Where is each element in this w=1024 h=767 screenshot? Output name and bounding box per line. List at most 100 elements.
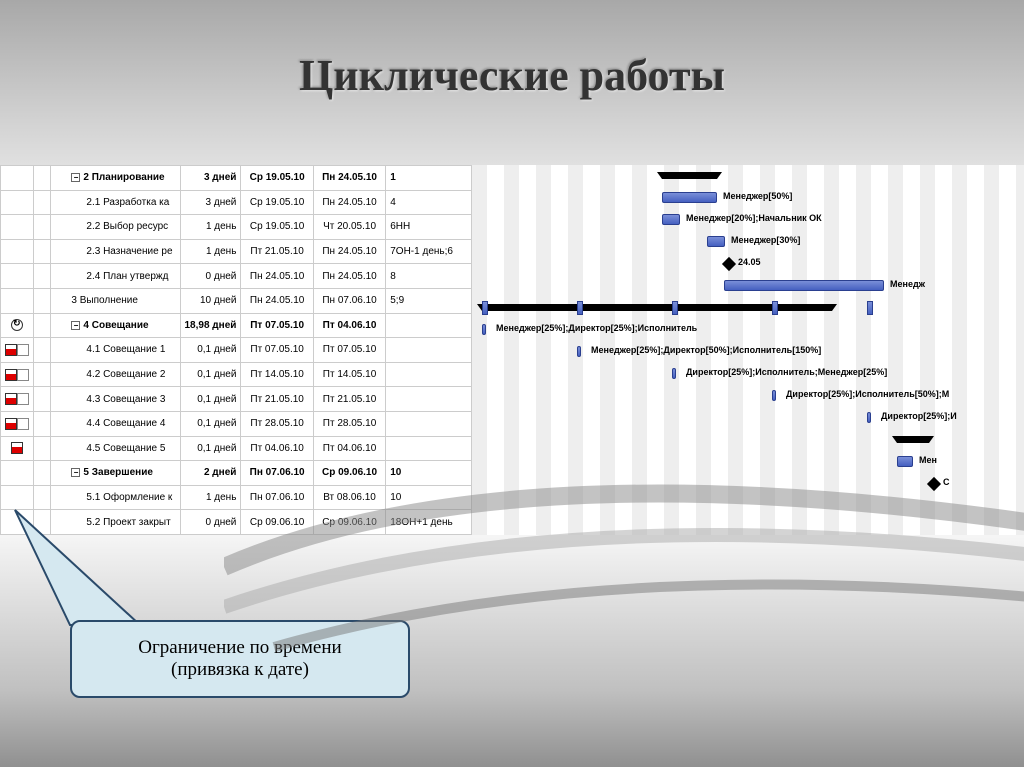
note-icon	[17, 369, 29, 381]
rolled-task-marker	[672, 301, 678, 315]
predecessor-cell[interactable]: 6НН	[386, 215, 472, 240]
task-name[interactable]: −5 Завершение	[51, 461, 180, 486]
task-name[interactable]: 2.2 Выбор ресурс	[51, 215, 180, 240]
predecessor-cell[interactable]	[386, 313, 472, 338]
rolled-task-marker	[577, 301, 583, 315]
task-name[interactable]: 4.1 Совещание 1	[51, 338, 180, 363]
summary-bar[interactable]	[662, 172, 717, 179]
bar-label: 24.05	[738, 257, 761, 267]
end-cell[interactable]: Пн 24.05.10	[313, 190, 385, 215]
decorative-curves	[224, 387, 1024, 687]
milestone-marker[interactable]	[722, 257, 736, 271]
summary-bar[interactable]	[482, 304, 832, 311]
task-bar[interactable]	[662, 192, 717, 203]
calendar-icon	[5, 418, 17, 430]
rolled-task-marker	[772, 301, 778, 315]
task-bar[interactable]	[577, 346, 581, 357]
predecessor-cell[interactable]: 7ОН-1 день;6	[386, 239, 472, 264]
gantt-row	[472, 165, 1024, 187]
duration-cell[interactable]: 10 дней	[180, 288, 241, 313]
gantt-row: Менеджер[20%];Начальник ОК	[472, 209, 1024, 231]
predecessor-cell[interactable]: 8	[386, 264, 472, 289]
calendar-icon	[11, 442, 23, 454]
task-row[interactable]: −4 Совещание18,98 днейПт 07.05.10Пт 04.0…	[1, 313, 472, 338]
task-row[interactable]: 3 Выполнение10 днейПн 24.05.10Пн 07.06.1…	[1, 288, 472, 313]
task-bar[interactable]	[672, 368, 676, 379]
end-cell[interactable]: Пн 24.05.10	[313, 239, 385, 264]
duration-cell[interactable]: 1 день	[180, 239, 241, 264]
start-cell[interactable]: Ср 19.05.10	[241, 215, 313, 240]
task-row[interactable]: −2 Планирование3 днейСр 19.05.10Пн 24.05…	[1, 166, 472, 191]
task-row[interactable]: 4.2 Совещание 20,1 днейПт 14.05.10Пт 14.…	[1, 362, 472, 387]
start-cell[interactable]: Ср 19.05.10	[241, 190, 313, 215]
rolled-task-marker	[867, 301, 873, 315]
task-name[interactable]: 2.4 План утвержд	[51, 264, 180, 289]
task-name[interactable]: 4.5 Совещание 5	[51, 436, 180, 461]
task-row[interactable]: 4.1 Совещание 10,1 днейПт 07.05.10Пт 07.…	[1, 338, 472, 363]
predecessor-cell[interactable]	[386, 338, 472, 363]
duration-cell[interactable]: 3 дней	[180, 190, 241, 215]
start-cell[interactable]: Пт 14.05.10	[241, 362, 313, 387]
duration-cell[interactable]: 0,1 дней	[180, 362, 241, 387]
predecessor-cell[interactable]	[386, 362, 472, 387]
task-bar[interactable]	[482, 324, 486, 335]
start-cell[interactable]: Пт 07.05.10	[241, 338, 313, 363]
task-bar[interactable]	[662, 214, 680, 225]
end-cell[interactable]: Чт 20.05.10	[313, 215, 385, 240]
bar-label: Менеджер[30%]	[731, 235, 800, 245]
bar-label: Менедж	[890, 279, 925, 289]
task-row[interactable]: 2.1 Разработка ка3 днейСр 19.05.10Пн 24.…	[1, 190, 472, 215]
bar-label: Менеджер[50%]	[723, 191, 792, 201]
end-cell[interactable]: Пн 24.05.10	[313, 264, 385, 289]
duration-cell[interactable]: 3 дней	[180, 166, 241, 191]
gantt-row: Менеджер[25%];Директор[50%];Исполнитель[…	[472, 341, 1024, 363]
task-bar[interactable]	[724, 280, 884, 291]
gantt-row: Менеджер[25%];Директор[25%];Исполнитель	[472, 319, 1024, 341]
duration-cell[interactable]: 18,98 дней	[180, 313, 241, 338]
task-name[interactable]: 2.3 Назначение ре	[51, 239, 180, 264]
duration-cell[interactable]: 0,1 дней	[180, 338, 241, 363]
note-icon	[17, 344, 29, 356]
task-name[interactable]: 4.3 Совещание 3	[51, 387, 180, 412]
start-cell[interactable]: Ср 19.05.10	[241, 166, 313, 191]
task-name[interactable]: 4.2 Совещание 2	[51, 362, 180, 387]
predecessor-cell[interactable]: 5;9	[386, 288, 472, 313]
task-name[interactable]: 4.4 Совещание 4	[51, 411, 180, 436]
duration-cell[interactable]: 0 дней	[180, 264, 241, 289]
bar-label: Менеджер[25%];Директор[25%];Исполнитель	[496, 323, 697, 333]
task-row[interactable]: 2.4 План утвержд0 днейПн 24.05.10Пн 24.0…	[1, 264, 472, 289]
gantt-row: Директор[25%];Исполнитель;Менеджер[25%]	[472, 363, 1024, 385]
end-cell[interactable]: Пн 07.06.10	[313, 288, 385, 313]
recurring-icon	[11, 319, 23, 331]
note-icon	[17, 393, 29, 405]
slide-title: Циклические работы	[0, 50, 1024, 101]
task-name[interactable]: −4 Совещание	[51, 313, 180, 338]
start-cell[interactable]: Пн 24.05.10	[241, 288, 313, 313]
bar-label: Менеджер[25%];Директор[50%];Исполнитель[…	[591, 345, 821, 355]
calendar-icon	[5, 369, 17, 381]
task-name[interactable]: 3 Выполнение	[51, 288, 180, 313]
predecessor-cell[interactable]: 1	[386, 166, 472, 191]
task-name[interactable]: 2.1 Разработка ка	[51, 190, 180, 215]
start-cell[interactable]: Пт 21.05.10	[241, 239, 313, 264]
gantt-row: 24.05	[472, 253, 1024, 275]
end-cell[interactable]: Пн 24.05.10	[313, 166, 385, 191]
bar-label: Директор[25%];Исполнитель;Менеджер[25%]	[686, 367, 887, 377]
duration-cell[interactable]: 1 день	[180, 215, 241, 240]
end-cell[interactable]: Пт 14.05.10	[313, 362, 385, 387]
task-bar[interactable]	[707, 236, 725, 247]
task-row[interactable]: 2.3 Назначение ре1 деньПт 21.05.10Пн 24.…	[1, 239, 472, 264]
end-cell[interactable]: Пт 04.06.10	[313, 313, 385, 338]
task-row[interactable]: 2.2 Выбор ресурс1 деньСр 19.05.10Чт 20.0…	[1, 215, 472, 240]
start-cell[interactable]: Пт 07.05.10	[241, 313, 313, 338]
calendar-icon	[5, 393, 17, 405]
note-icon	[17, 418, 29, 430]
calendar-icon	[5, 344, 17, 356]
rolled-task-marker	[482, 301, 488, 315]
predecessor-cell[interactable]: 4	[386, 190, 472, 215]
end-cell[interactable]: Пт 07.05.10	[313, 338, 385, 363]
task-name[interactable]: −2 Планирование	[51, 166, 180, 191]
gantt-row: Менеджер[50%]	[472, 187, 1024, 209]
start-cell[interactable]: Пн 24.05.10	[241, 264, 313, 289]
bar-label: Менеджер[20%];Начальник ОК	[686, 213, 822, 223]
